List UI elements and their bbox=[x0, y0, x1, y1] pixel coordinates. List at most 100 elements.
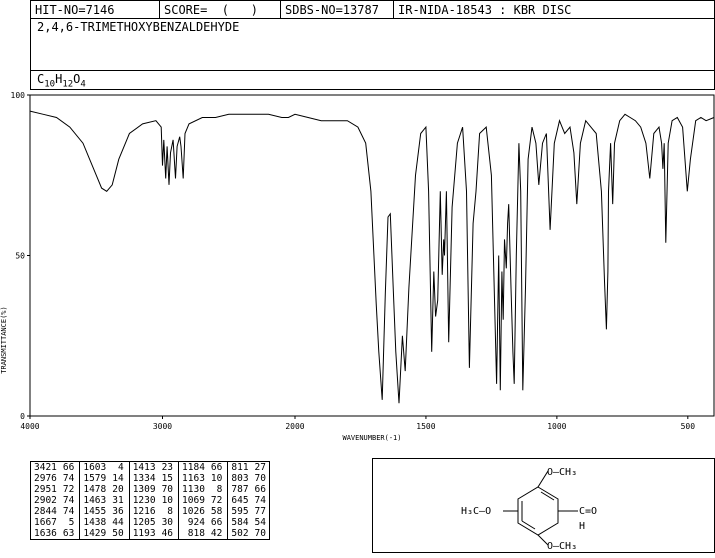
left-methoxy-label: H₃C—O bbox=[461, 506, 491, 517]
ir-spectrum-chart: 4000 3000 2000 1500 1000 500 0 50 100 WAVENUMBER… bbox=[0, 91, 715, 442]
peak-wavenumber: 924 bbox=[187, 517, 205, 528]
score: SCORE= ( ) bbox=[164, 3, 258, 17]
peak-wavenumber: 595 bbox=[231, 506, 249, 517]
x-axis-label: WAVENUMBER(-1) bbox=[342, 434, 401, 442]
peak-wavenumber: 1455 bbox=[83, 506, 107, 517]
peak-transmittance: 66 bbox=[207, 517, 229, 528]
peak-transmittance: 74 bbox=[59, 473, 81, 484]
peak-wavenumber: 2976 bbox=[34, 473, 57, 484]
peak-transmittance: 36 bbox=[109, 506, 130, 517]
sdbs-number: SDBS-NO=13787 bbox=[285, 3, 379, 17]
peak-transmittance: 5 bbox=[59, 517, 81, 528]
peak-transmittance: 72 bbox=[207, 495, 229, 506]
peak-transmittance: 8 bbox=[207, 484, 229, 495]
peak-wavenumber: 1026 bbox=[182, 506, 205, 517]
formula-subscript: 12 bbox=[62, 79, 74, 90]
ir-info: IR-NIDA-18543 : KBR DISC bbox=[398, 3, 572, 17]
compound-box: 2,4,6-TRIMETHOXYBENZALDEHYDE C10H12O4 bbox=[30, 18, 715, 90]
peak-transmittance: 23 bbox=[158, 461, 180, 473]
x-tick-label: 500 bbox=[681, 422, 696, 431]
peak-wavenumber: 1463 bbox=[83, 495, 107, 506]
molecule-structure: O—CH₃ H₃C—O C=O H O—CH₃ bbox=[461, 467, 597, 552]
peak-wavenumber: 1163 bbox=[182, 473, 205, 484]
formula-element: H bbox=[55, 72, 63, 86]
peak-wavenumber: 1603 bbox=[83, 462, 107, 473]
peak-wavenumber: 1069 bbox=[182, 495, 205, 506]
peak-transmittance: 46 bbox=[158, 528, 180, 540]
peak-row: 1636 63 1429 50 1193 46 818 42 502 70 bbox=[31, 528, 270, 540]
peak-wavenumber: 811 bbox=[231, 462, 249, 473]
peak-wavenumber: 1667 bbox=[34, 517, 57, 528]
peak-row: 3421 66 1603 4 1413 23 1184 66 811 27 bbox=[31, 461, 270, 473]
peak-transmittance: 15 bbox=[158, 473, 180, 484]
peak-wavenumber: 1478 bbox=[83, 484, 107, 495]
peak-transmittance: 44 bbox=[109, 517, 130, 528]
x-tick-label: 3000 bbox=[153, 422, 172, 431]
y-axis-label: TRANSMITTANCE(%) bbox=[0, 306, 8, 373]
formula-subscript: 10 bbox=[44, 79, 56, 90]
peak-wavenumber: 1184 bbox=[182, 462, 205, 473]
peak-transmittance: 30 bbox=[158, 517, 180, 528]
peak-wavenumber: 1429 bbox=[83, 528, 107, 539]
peak-row: 2976 74 1579 14 1334 15 1163 10 803 70 bbox=[31, 473, 270, 484]
peak-wavenumber: 1193 bbox=[132, 528, 156, 539]
peak-transmittance: 14 bbox=[109, 473, 130, 484]
hit-number: HIT-NO=7146 bbox=[35, 3, 115, 17]
peak-transmittance: 20 bbox=[109, 484, 130, 495]
header-box: HIT-NO=7146 SCORE= ( ) SDBS-NO=13787 IR-… bbox=[30, 0, 715, 19]
peak-transmittance: 58 bbox=[207, 506, 229, 517]
peak-wavenumber: 2844 bbox=[34, 506, 57, 517]
peak-transmittance: 4 bbox=[109, 461, 130, 473]
peak-transmittance: 74 bbox=[59, 506, 81, 517]
peak-transmittance: 54 bbox=[254, 517, 266, 528]
x-tick-label: 2000 bbox=[285, 422, 304, 431]
peak-wavenumber: 1413 bbox=[132, 462, 156, 473]
peak-transmittance: 66 bbox=[254, 484, 266, 495]
peak-transmittance: 77 bbox=[254, 506, 266, 517]
peak-wavenumber: 1216 bbox=[132, 506, 156, 517]
top-methoxy-label: O—CH₃ bbox=[547, 467, 577, 478]
peak-transmittance: 50 bbox=[109, 528, 130, 540]
peak-wavenumber: 1309 bbox=[132, 484, 156, 495]
peak-transmittance: 10 bbox=[158, 495, 180, 506]
peak-wavenumber: 1438 bbox=[83, 517, 107, 528]
peak-wavenumber: 818 bbox=[187, 528, 205, 539]
compound-name: 2,4,6-TRIMETHOXYBENZALDEHYDE bbox=[37, 20, 240, 34]
peak-wavenumber: 645 bbox=[231, 495, 249, 506]
peak-transmittance: 63 bbox=[59, 528, 81, 540]
peak-transmittance: 74 bbox=[254, 495, 266, 506]
header-divider bbox=[280, 1, 281, 19]
structure-box: O—CH₃ H₃C—O C=O H O—CH₃ bbox=[372, 458, 715, 553]
x-tick-label: 1500 bbox=[416, 422, 435, 431]
peak-transmittance: 66 bbox=[207, 461, 229, 473]
peak-transmittance: 8 bbox=[158, 506, 180, 517]
y-tick-label: 0 bbox=[20, 412, 25, 421]
peak-transmittance: 70 bbox=[254, 473, 266, 484]
peak-row: 2951 72 1478 20 1309 70 1130 8 787 66 bbox=[31, 484, 270, 495]
peak-transmittance: 74 bbox=[59, 495, 81, 506]
formula-subscript: 4 bbox=[80, 79, 86, 90]
peak-wavenumber: 1579 bbox=[83, 473, 107, 484]
peak-transmittance: 10 bbox=[207, 473, 229, 484]
peak-wavenumber: 502 bbox=[231, 528, 249, 539]
formula-element: C bbox=[37, 72, 45, 86]
peak-wavenumber: 1334 bbox=[132, 473, 156, 484]
aldehyde-label: C=O bbox=[579, 506, 597, 517]
peak-wavenumber: 584 bbox=[231, 517, 249, 528]
peak-wavenumber: 2902 bbox=[34, 495, 57, 506]
peak-wavenumber: 1130 bbox=[182, 484, 205, 495]
spectrum-line bbox=[29, 110, 715, 404]
peak-row: 2902 74 1463 31 1230 10 1069 72 645 74 bbox=[31, 495, 270, 506]
peak-transmittance: 70 bbox=[254, 528, 266, 539]
peak-wavenumber: 1205 bbox=[132, 517, 156, 528]
peak-row: 2844 74 1455 36 1216 8 1026 58 595 77 bbox=[31, 506, 270, 517]
peak-transmittance: 70 bbox=[158, 484, 180, 495]
peak-transmittance: 31 bbox=[109, 495, 130, 506]
peak-wavenumber: 1636 bbox=[34, 528, 57, 539]
formula-element: O bbox=[73, 72, 81, 86]
peak-transmittance: 42 bbox=[207, 528, 229, 540]
peak-wavenumber: 1230 bbox=[132, 495, 156, 506]
peak-table: 3421 66 1603 4 1413 23 1184 66 811 27 2976 74 1579 14… bbox=[30, 461, 270, 540]
peak-transmittance: 27 bbox=[254, 462, 266, 473]
peak-wavenumber: 3421 bbox=[34, 462, 57, 473]
